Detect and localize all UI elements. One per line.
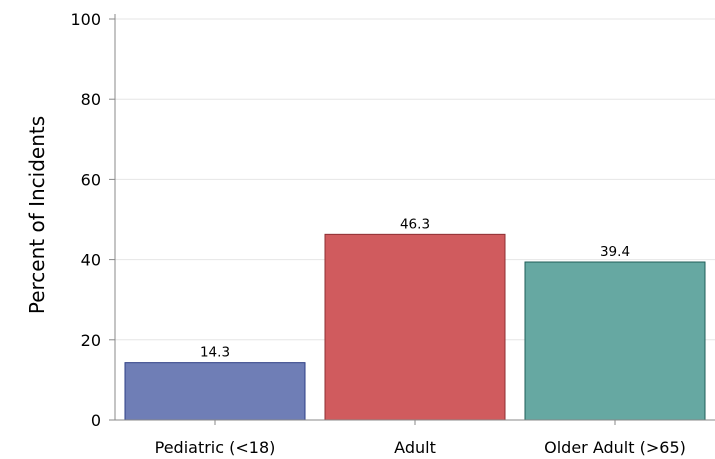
x-tick-label-1: Pediatric (<18) xyxy=(155,438,276,457)
y-tick-label-20: 20 xyxy=(81,331,101,350)
x-tick-label-2: Adult xyxy=(394,438,436,457)
bar-1 xyxy=(124,362,306,421)
y-tick-label-0: 0 xyxy=(91,411,101,430)
y-axis-title: Percent of Incidents xyxy=(25,116,49,314)
y-tick-labels: 0 20 40 60 80 100 xyxy=(70,10,101,430)
y-tick-label-80: 80 xyxy=(81,90,101,109)
axes xyxy=(109,14,715,425)
value-label-2: 46.3 xyxy=(400,216,430,232)
bar-2 xyxy=(324,233,506,421)
value-label-1: 14.3 xyxy=(200,345,230,361)
x-tick-label-3: Older Adult (>65) xyxy=(544,438,686,457)
value-labels: 14.3 46.3 39.4 xyxy=(200,216,630,360)
bar-3 xyxy=(524,261,706,421)
bars xyxy=(124,233,706,421)
value-label-3: 39.4 xyxy=(600,244,630,260)
x-tick-labels: Pediatric (<18) Adult Older Adult (>65) xyxy=(155,438,686,457)
y-tick-label-40: 40 xyxy=(81,251,101,270)
y-tick-label-60: 60 xyxy=(81,170,101,189)
y-tick-label-100: 100 xyxy=(70,10,101,29)
